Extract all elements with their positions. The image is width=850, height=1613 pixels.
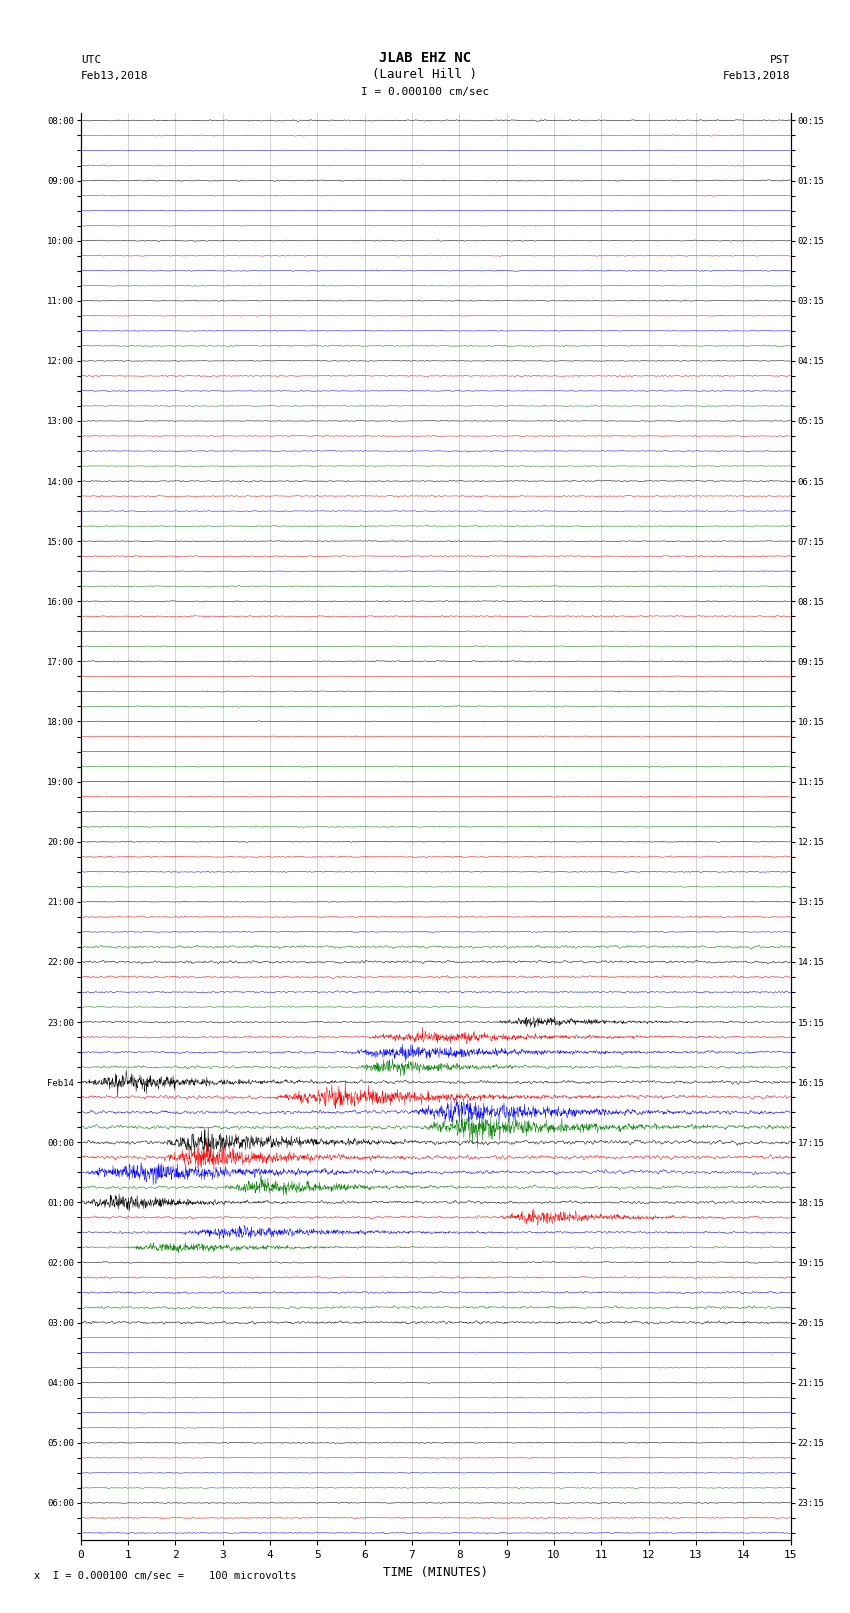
Text: I = 0.000100 cm/sec: I = 0.000100 cm/sec: [361, 87, 489, 97]
Text: Feb13,2018: Feb13,2018: [723, 71, 791, 81]
Text: JLAB EHZ NC: JLAB EHZ NC: [379, 50, 471, 65]
Text: Feb13,2018: Feb13,2018: [81, 71, 148, 81]
X-axis label: TIME (MINUTES): TIME (MINUTES): [383, 1566, 488, 1579]
Text: (Laurel Hill ): (Laurel Hill ): [372, 68, 478, 81]
Text: PST: PST: [770, 55, 790, 65]
Text: UTC: UTC: [81, 55, 101, 65]
Text: x  I = 0.000100 cm/sec =    100 microvolts: x I = 0.000100 cm/sec = 100 microvolts: [34, 1571, 297, 1581]
